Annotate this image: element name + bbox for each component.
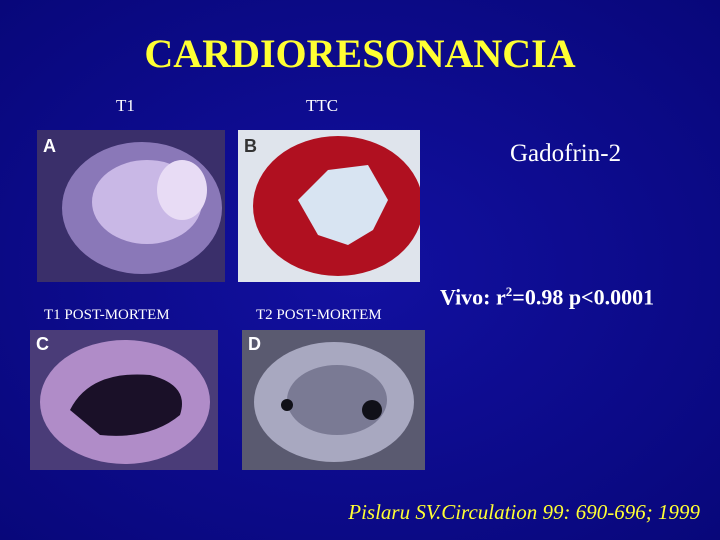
citation: Pislaru SV.Circulation 99: 690-696; 1999	[348, 500, 700, 524]
panel-label: T1	[116, 96, 135, 115]
panel-letter: D	[248, 334, 261, 354]
panel-label: TTC	[306, 96, 339, 115]
agent-label: Gadofrin-2	[510, 140, 622, 167]
stats-prefix: Vivo: r	[440, 284, 506, 310]
image-c: C	[30, 330, 218, 470]
panel-label: T2 POST-MORTEM	[256, 307, 382, 323]
stats-sup: 2	[505, 284, 513, 299]
panel-label: T1 POST-MORTEM	[44, 307, 170, 323]
stats-rest: =0.98 p<0.0001	[512, 284, 655, 310]
panel-letter: B	[244, 136, 257, 156]
stats-text: Vivo: r2=0.98 p<0.0001	[440, 284, 654, 310]
image-a: A	[37, 130, 225, 282]
image-b: B	[238, 130, 420, 282]
panel-letter: A	[43, 136, 56, 156]
image-d: D	[242, 330, 425, 470]
panel-letter: C	[36, 334, 49, 354]
slide-title: CARDIORESONANCIA	[144, 31, 576, 76]
